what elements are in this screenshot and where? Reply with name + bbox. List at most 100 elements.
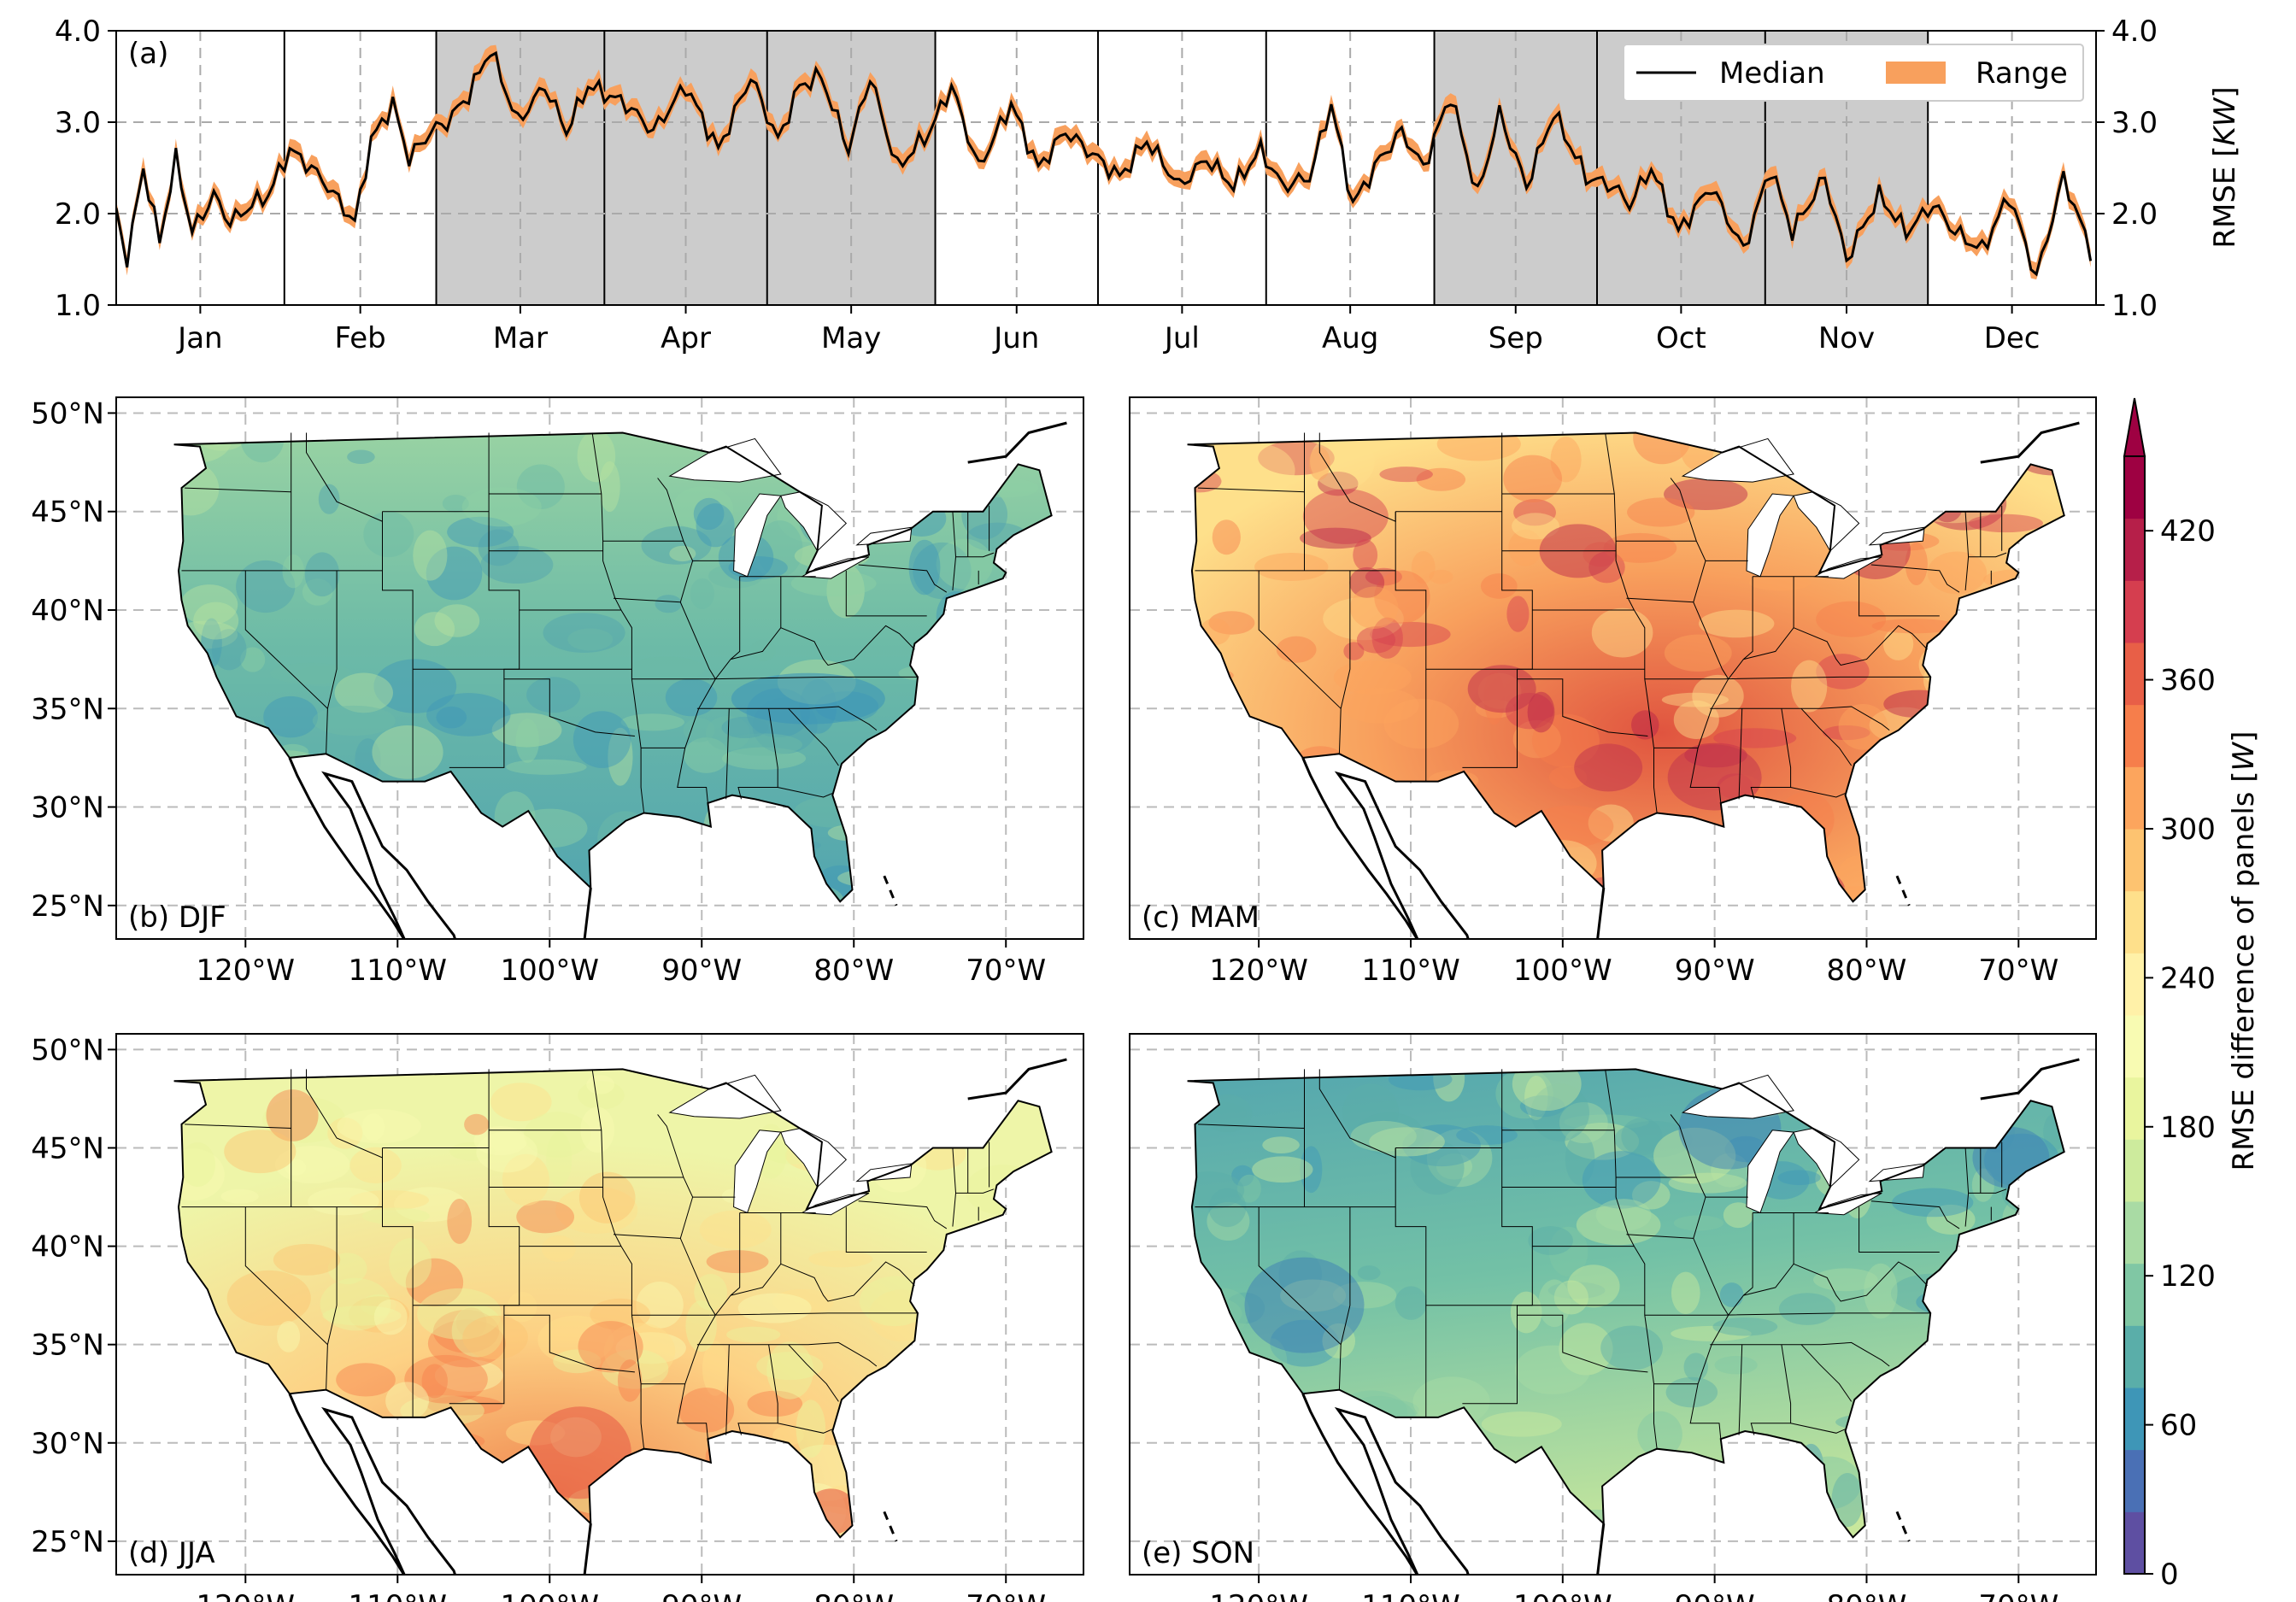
field-texture	[1778, 1293, 1835, 1325]
field-texture	[349, 1147, 402, 1184]
field-texture	[726, 1326, 781, 1343]
lon-tick-label: 80°W	[1827, 954, 1907, 988]
lon-tick-label: 110°W	[1361, 1589, 1460, 1602]
field-texture	[672, 486, 734, 531]
field-texture	[1524, 1076, 1548, 1120]
state-border	[306, 1069, 383, 1159]
field-texture	[1218, 443, 1295, 498]
field-texture	[1436, 1153, 1473, 1180]
field-texture	[1538, 1279, 1571, 1328]
lat-tick-label: 40°N	[31, 1230, 104, 1265]
field-texture	[266, 1089, 319, 1141]
lon-tick-label: 120°W	[197, 1589, 296, 1602]
state-border	[1318, 432, 1396, 522]
field-texture	[636, 1281, 684, 1329]
field-texture	[1495, 1069, 1553, 1119]
field-texture	[1595, 1199, 1652, 1231]
field-texture	[524, 1112, 591, 1158]
field-texture	[1503, 455, 1563, 502]
lon-tick-label: 100°W	[501, 954, 600, 988]
field-texture	[478, 529, 520, 566]
state-border	[657, 1114, 716, 1440]
legend-box	[1623, 44, 2084, 102]
field-texture	[1748, 574, 1811, 591]
median-series	[116, 50, 2093, 277]
field-texture	[601, 1349, 669, 1389]
field-texture	[236, 560, 296, 613]
field-texture	[211, 629, 247, 671]
field-texture	[526, 677, 581, 713]
state-border	[845, 570, 927, 617]
state-border	[1517, 678, 1648, 736]
field-texture	[455, 1307, 487, 1339]
field-texture	[1383, 698, 1459, 749]
state-border	[1670, 478, 1729, 803]
field-texture	[349, 1296, 410, 1333]
mexico-coast	[1301, 1393, 1470, 1575]
x-tick-label: Aug	[1322, 321, 1378, 355]
field-texture	[1379, 467, 1433, 483]
field-texture	[1683, 1353, 1708, 1382]
colorbar-tick-label: 60	[2160, 1409, 2197, 1443]
colorbar-band	[2124, 1263, 2145, 1326]
field-texture	[373, 1299, 408, 1335]
field-texture	[180, 584, 238, 625]
field-texture	[685, 1300, 717, 1353]
field-texture	[1719, 1282, 1744, 1307]
colorbar-band	[2124, 518, 2145, 581]
field-texture	[304, 552, 340, 597]
field-texture	[263, 695, 319, 738]
field-texture	[1791, 660, 1828, 713]
field-texture	[1349, 586, 1399, 630]
colorbar-band	[2124, 1511, 2145, 1575]
colorbar-band	[2124, 1449, 2145, 1512]
field-texture	[282, 554, 304, 589]
x-tick-label: Dec	[1984, 321, 2041, 355]
colorbar-tick-label: 420	[2160, 514, 2216, 549]
field-texture	[1548, 1226, 1588, 1277]
field-texture	[541, 1235, 576, 1262]
state-border	[1859, 1206, 1940, 1253]
state-border	[858, 1200, 948, 1229]
timeseries-y-ticks: 1.0 1.0 2.0 2.0 3.0 3.0 4.0 4.0	[55, 15, 2158, 323]
field-texture	[1927, 551, 1988, 595]
field-texture	[573, 711, 631, 768]
field-texture	[372, 725, 443, 779]
great-lake	[780, 491, 848, 552]
field-texture	[694, 1273, 728, 1311]
field-texture	[224, 1130, 297, 1174]
field-texture	[747, 1390, 803, 1417]
field-texture	[361, 1113, 385, 1141]
map-panel-son: 120°W 110°W 100°W 90°W 80°W 70°W (e) SON	[1129, 1033, 2097, 1602]
colorbar: 0 60 120 180 240 300 360 420 RMSE difference of…	[2123, 397, 2261, 1592]
field-texture	[193, 601, 239, 640]
field-texture	[553, 1349, 602, 1374]
field-texture	[1588, 804, 1634, 842]
field-texture	[1506, 596, 1530, 632]
colorbar-band	[2124, 1388, 2145, 1451]
field-texture	[1350, 1120, 1417, 1152]
field-texture	[1481, 1411, 1562, 1437]
state-border	[306, 432, 383, 522]
legend: Median Range	[1623, 44, 2084, 102]
field-texture	[578, 1171, 636, 1224]
colorbar-band	[2124, 704, 2145, 767]
colorbar-band	[2124, 1015, 2145, 1078]
state-border	[858, 564, 948, 593]
field-texture	[515, 719, 540, 763]
field-texture	[1591, 607, 1653, 658]
field-texture	[1528, 1226, 1573, 1255]
field-texture	[1527, 691, 1555, 733]
canada-coast	[1980, 421, 2080, 464]
field-texture	[491, 713, 562, 748]
colorbar-tick-label: 180	[2160, 1111, 2216, 1145]
field-texture	[599, 461, 620, 513]
field-texture	[1661, 692, 1729, 707]
field-texture	[908, 539, 941, 596]
state-border	[1743, 625, 1928, 666]
panel-a-label: (a)	[128, 37, 168, 71]
state-border	[788, 707, 839, 766]
field-texture	[537, 1315, 614, 1364]
field-texture	[1300, 527, 1371, 549]
field-texture	[1564, 1114, 1649, 1130]
